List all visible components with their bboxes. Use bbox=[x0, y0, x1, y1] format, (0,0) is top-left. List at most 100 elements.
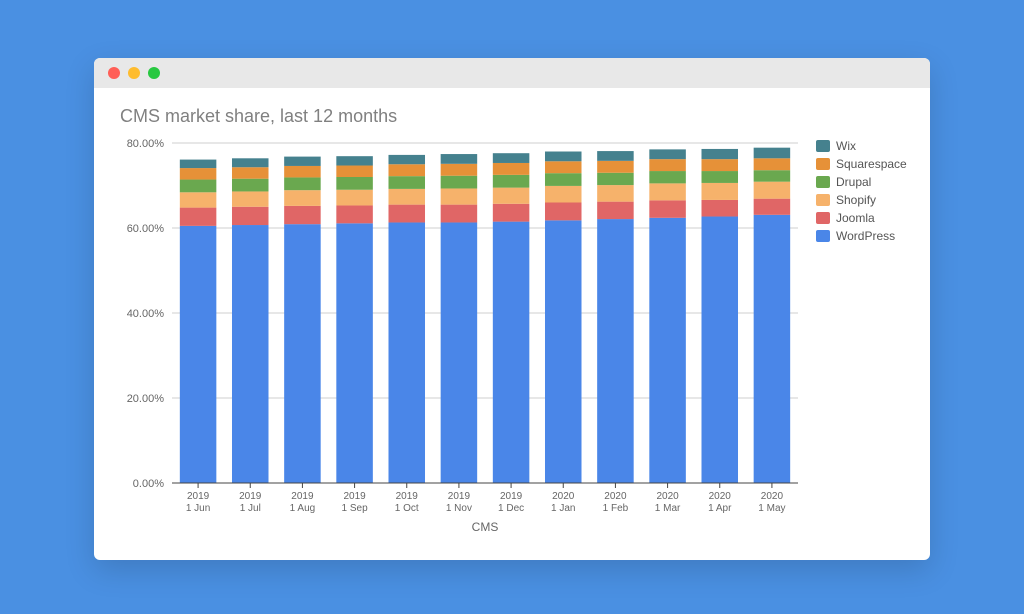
x-tick-label-year: 2020 bbox=[761, 491, 784, 502]
x-tick-label-date: 1 Jan bbox=[551, 503, 575, 514]
bar-segment bbox=[232, 158, 269, 167]
bar-segment bbox=[597, 161, 634, 173]
bar-segment bbox=[701, 200, 738, 217]
legend-swatch bbox=[816, 140, 830, 152]
legend-swatch bbox=[816, 212, 830, 224]
bar-segment bbox=[388, 155, 425, 164]
bar-segment bbox=[649, 149, 686, 159]
bar-segment bbox=[545, 203, 582, 221]
x-tick-label-date: 1 Sep bbox=[342, 503, 369, 514]
y-tick-label: 20.00% bbox=[127, 393, 165, 405]
bar-segment bbox=[441, 222, 478, 483]
y-tick-label: 80.00% bbox=[127, 138, 165, 150]
bar-segment bbox=[754, 199, 791, 215]
chart-title: CMS market share, last 12 months bbox=[120, 106, 910, 127]
bar-segment bbox=[388, 164, 425, 176]
legend-item: Drupal bbox=[816, 175, 910, 189]
bar-segment bbox=[545, 220, 582, 483]
bar-segment bbox=[441, 205, 478, 223]
legend-label: WordPress bbox=[836, 229, 895, 243]
bar-segment bbox=[493, 175, 530, 188]
bar-segment bbox=[180, 192, 217, 207]
x-tick-label-date: 1 Nov bbox=[446, 503, 472, 514]
bar-segment bbox=[284, 166, 321, 177]
bar-segment bbox=[441, 176, 478, 189]
bar-segment bbox=[180, 168, 217, 179]
bar-segment bbox=[597, 202, 634, 219]
bar-segment bbox=[649, 183, 686, 200]
bar-segment bbox=[388, 222, 425, 483]
bar-segment bbox=[754, 158, 791, 170]
bar-segment bbox=[336, 166, 373, 177]
legend-swatch bbox=[816, 176, 830, 188]
bar-segment bbox=[180, 160, 217, 169]
bar-segment bbox=[754, 148, 791, 159]
bar-segment bbox=[232, 179, 269, 192]
chart-area: CMS market share, last 12 months 0.00% 20… bbox=[94, 88, 930, 560]
bar-segment bbox=[754, 182, 791, 199]
bar-segment bbox=[493, 204, 530, 222]
y-tick-label: 0.00% bbox=[133, 478, 164, 490]
bar-segment bbox=[232, 191, 269, 206]
x-tick-label-year: 2019 bbox=[500, 491, 523, 502]
bar-segment bbox=[493, 188, 530, 204]
legend-item: Shopify bbox=[816, 193, 910, 207]
bar-segment bbox=[180, 226, 217, 483]
bar-segment bbox=[388, 205, 425, 223]
bar-segment bbox=[545, 186, 582, 203]
legend-item: Squarespace bbox=[816, 157, 910, 171]
window-titlebar bbox=[94, 58, 930, 88]
bar-segment bbox=[180, 208, 217, 226]
browser-window: CMS market share, last 12 months 0.00% 20… bbox=[94, 58, 930, 560]
bar-segment bbox=[701, 159, 738, 171]
legend-item: Joomla bbox=[816, 211, 910, 225]
chart-body: 0.00%20.00%40.00%60.00%80.00%20191 Jun20… bbox=[114, 137, 910, 541]
bar-segment bbox=[597, 219, 634, 483]
bar-segment bbox=[597, 185, 634, 202]
bar-segment bbox=[441, 154, 478, 164]
bar-segment bbox=[336, 205, 373, 223]
bar-segment bbox=[597, 173, 634, 185]
bar-segment bbox=[441, 188, 478, 204]
bar-segment bbox=[649, 218, 686, 483]
legend-label: Joomla bbox=[836, 211, 875, 225]
bar-segment bbox=[545, 173, 582, 186]
x-tick-label-year: 2020 bbox=[552, 491, 575, 502]
minimize-icon[interactable] bbox=[128, 67, 140, 79]
x-tick-label-year: 2019 bbox=[291, 491, 314, 502]
bar-segment bbox=[754, 215, 791, 483]
y-tick-label: 60.00% bbox=[127, 223, 165, 235]
bar-segment bbox=[545, 152, 582, 162]
bar-segment bbox=[336, 223, 373, 483]
bar-segment bbox=[232, 207, 269, 225]
bar-segment bbox=[388, 189, 425, 205]
x-tick-label-year: 2020 bbox=[604, 491, 627, 502]
bar-segment bbox=[701, 217, 738, 483]
x-tick-label-year: 2019 bbox=[396, 491, 419, 502]
bar-segment bbox=[701, 171, 738, 183]
legend-label: Shopify bbox=[836, 193, 876, 207]
bar-segment bbox=[284, 177, 321, 190]
bar-segment bbox=[649, 159, 686, 171]
legend-label: Drupal bbox=[836, 175, 871, 189]
legend-swatch bbox=[816, 158, 830, 170]
x-tick-label-date: 1 Jun bbox=[186, 503, 210, 514]
legend-item: WordPress bbox=[816, 229, 910, 243]
bar-segment bbox=[701, 183, 738, 200]
bar-segment bbox=[493, 222, 530, 483]
bar-segment bbox=[232, 225, 269, 483]
x-tick-label-date: 1 Dec bbox=[498, 503, 524, 514]
x-tick-label-year: 2020 bbox=[709, 491, 732, 502]
bar-segment bbox=[441, 164, 478, 176]
legend-label: Wix bbox=[836, 139, 856, 153]
bar-segment bbox=[232, 167, 269, 178]
bar-segment bbox=[649, 171, 686, 183]
legend-swatch bbox=[816, 194, 830, 206]
legend-swatch bbox=[816, 230, 830, 242]
bar-segment bbox=[388, 176, 425, 189]
bar-segment bbox=[284, 190, 321, 206]
close-icon[interactable] bbox=[108, 67, 120, 79]
zoom-icon[interactable] bbox=[148, 67, 160, 79]
x-tick-label-year: 2019 bbox=[239, 491, 262, 502]
legend-label: Squarespace bbox=[836, 157, 907, 171]
